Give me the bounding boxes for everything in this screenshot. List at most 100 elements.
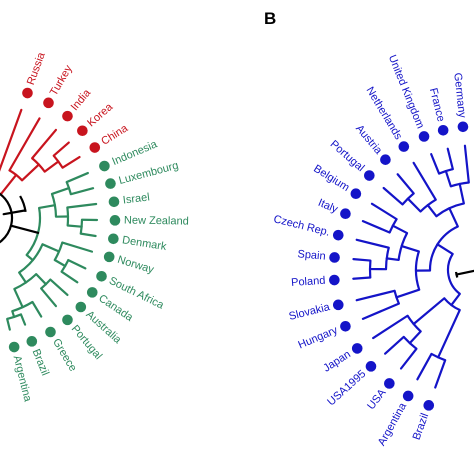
- leaf-node-dot: [329, 252, 340, 263]
- leaf-node-dot: [437, 124, 449, 136]
- tree-branch-arc: [66, 207, 70, 226]
- leaf-label: USA: [365, 386, 389, 412]
- leaf-label: Luxembourg: [118, 160, 180, 187]
- tree-branch-arc: [414, 251, 421, 291]
- tree-branch: [25, 253, 34, 262]
- tree-branch: [43, 160, 60, 173]
- leaf-node-dot: [109, 215, 121, 226]
- tree-branch: [446, 147, 454, 171]
- leaf-label: India: [69, 86, 94, 113]
- tree-branch-arc: [446, 253, 461, 295]
- tree-branch: [49, 278, 69, 297]
- leaf-node-dot: [22, 87, 33, 99]
- tree-branch-arc: [388, 218, 398, 233]
- tree-branch: [434, 359, 447, 389]
- leaf-node-dot: [380, 154, 391, 165]
- tree-branch-arc: [419, 198, 437, 213]
- tree-branch: [408, 330, 422, 345]
- tree-branch: [391, 224, 409, 235]
- leaf-label: Korea: [85, 100, 116, 129]
- leaf-label: Norway: [116, 254, 156, 277]
- tree-branch: [406, 197, 422, 213]
- leaf-node-dot: [43, 97, 54, 109]
- leaf-node-dot: [384, 378, 395, 389]
- leaf-label: Russia: [25, 50, 48, 87]
- leaf-label: Argentina: [11, 354, 34, 403]
- tree-branch: [38, 204, 56, 210]
- tree-branch: [385, 257, 400, 262]
- tree-branch: [31, 128, 58, 160]
- leaf-label: USA1995: [325, 368, 368, 408]
- leaf-node-dot: [86, 287, 98, 298]
- tree-branch: [396, 173, 415, 195]
- tree-branch: [450, 292, 461, 307]
- leaf-label: China: [99, 122, 130, 148]
- leaf-label: Brazil: [30, 347, 51, 377]
- leaf-label: Spain: [297, 248, 326, 262]
- leaf-label: New Zealand: [124, 214, 189, 227]
- tree-panel-a: Russia TurkeyIndiaKoreaChinaIndonesiaLuxe…: [0, 50, 189, 404]
- leaf-node-dot: [77, 125, 88, 137]
- tree-branch: [458, 182, 465, 205]
- tree-branch: [382, 186, 404, 206]
- tree-branch: [41, 243, 61, 253]
- leaf-node-dot: [332, 229, 344, 241]
- tree-branch-arc: [428, 225, 459, 271]
- tree-branch: [35, 273, 48, 286]
- leaf-label: Israel: [122, 191, 150, 206]
- tree-branch: [437, 308, 461, 359]
- leaf-node-dot: [351, 343, 363, 354]
- tree-branch-arc: [18, 243, 44, 274]
- leaf-node-dot: [364, 170, 375, 181]
- tree-branch: [0, 173, 18, 196]
- leaf-label: Poland: [291, 275, 326, 289]
- tree-branch-arc: [8, 169, 23, 182]
- leaf-label: Czech Rep.: [272, 213, 331, 239]
- leaf-node-dot: [423, 400, 435, 411]
- leaf-node-dot: [418, 131, 430, 142]
- leaf-node-dot: [26, 336, 38, 347]
- tree-branch: [463, 144, 470, 184]
- tree-branch: [416, 352, 433, 381]
- tree-branch: [60, 270, 79, 284]
- leaf-node-dot: [398, 141, 410, 152]
- leaf-label: Slovakia: [288, 301, 332, 323]
- leaf-label: Hungary: [297, 324, 340, 351]
- tree-root-branch: [455, 269, 474, 276]
- tree-branch: [50, 186, 71, 196]
- tree-root-branch: [9, 224, 40, 234]
- leaf-node-dot: [108, 196, 120, 208]
- leaf-node-dot: [365, 361, 377, 372]
- tree-branch: [19, 313, 27, 326]
- tree-branch: [53, 258, 67, 268]
- tree-branch: [67, 258, 87, 270]
- tree-branch: [412, 161, 437, 201]
- tree-branch: [0, 108, 23, 172]
- leaf-node-dot: [8, 341, 20, 353]
- leaf-node-dot: [340, 208, 351, 220]
- leaf-node-dot: [340, 320, 351, 332]
- leaf-label: Denmark: [121, 234, 167, 253]
- tree-branch-arc: [406, 315, 422, 333]
- tree-branch: [444, 169, 452, 188]
- leaf-label: Argentina: [376, 400, 410, 448]
- tree-branch: [40, 287, 58, 308]
- tree-branch: [352, 258, 372, 262]
- leaf-label: Greece: [50, 337, 79, 374]
- tree-branch: [65, 171, 89, 184]
- tree-branch: [66, 224, 83, 228]
- leaf-label: Portugal: [328, 138, 367, 174]
- leaf-node-dot: [89, 142, 101, 153]
- leaf-node-dot: [350, 188, 362, 199]
- tree-branch: [355, 289, 396, 302]
- leaf-label: Belgium: [311, 163, 351, 194]
- leaf-node-dot: [402, 390, 414, 402]
- leaf-label: Turkey: [48, 63, 75, 98]
- tree-branch: [352, 276, 372, 280]
- leaf-node-dot: [108, 233, 119, 245]
- tree-branch: [18, 271, 27, 284]
- leaf-node-dot: [96, 271, 107, 282]
- leaf-label: Germany: [451, 72, 468, 119]
- leaf-label: France: [427, 87, 447, 123]
